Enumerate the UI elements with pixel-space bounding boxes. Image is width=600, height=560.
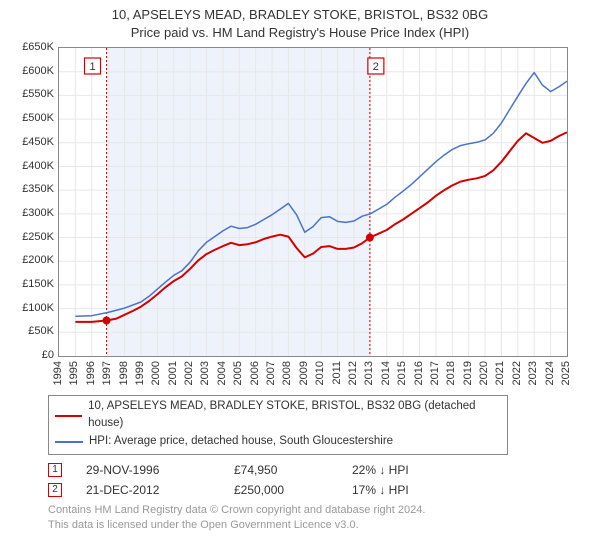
y-axis: £0£50K£100K£150K£200K£250K£300K£350K£400… (10, 47, 58, 357)
x-tick-label: 2000 (150, 361, 162, 385)
footer: Contains HM Land Registry data © Crown c… (48, 503, 590, 533)
chart-titles: 10, APSELEYS MEAD, BRADLEY STOKE, BRISTO… (10, 6, 590, 41)
legend-item: HPI: Average price, detached house, Sout… (55, 433, 501, 450)
y-tick-label: £50K (10, 325, 54, 337)
legend-label: 10, APSELEYS MEAD, BRADLEY STOKE, BRISTO… (88, 398, 501, 433)
x-tick-label: 1995 (68, 361, 80, 385)
y-tick-label: £400K (10, 160, 54, 172)
y-tick-label: £650K (10, 41, 54, 53)
x-tick-label: 2020 (478, 361, 490, 385)
x-tick-label: 2003 (199, 361, 211, 385)
y-tick-label: £500K (10, 112, 54, 124)
x-tick-label: 2018 (445, 361, 457, 385)
x-tick-label: 2019 (462, 361, 474, 385)
x-tick-label: 2004 (216, 361, 228, 385)
sale-row: 2 21-DEC-2012 £250,000 17% ↓ HPI (48, 483, 588, 497)
legend-swatch (55, 441, 83, 443)
x-tick-label: 2011 (331, 361, 343, 385)
y-tick-label: £450K (10, 136, 54, 148)
sale-date: 29-NOV-1996 (86, 463, 226, 477)
sale-price: £74,950 (234, 463, 344, 477)
legend-swatch (55, 415, 82, 417)
sale-price: £250,000 (234, 483, 344, 497)
x-tick-label: 1999 (134, 361, 146, 385)
x-tick-label: 2021 (494, 361, 506, 385)
x-tick-label: 2008 (281, 361, 293, 385)
x-tick-label: 2001 (167, 361, 179, 385)
x-tick-label: 2013 (363, 361, 375, 385)
y-tick-label: £350K (10, 183, 54, 195)
sale-marker-badge: 2 (368, 58, 384, 74)
x-tick-label: 2005 (232, 361, 244, 385)
x-tick-label: 2023 (527, 361, 539, 385)
sale-row: 1 29-NOV-1996 £74,950 22% ↓ HPI (48, 463, 588, 477)
x-tick-label: 2010 (314, 361, 326, 385)
x-tick-label: 2006 (249, 361, 261, 385)
y-tick-label: £150K (10, 278, 54, 290)
y-tick-label: £200K (10, 254, 54, 266)
x-tick-label: 2022 (511, 361, 523, 385)
footer-line2: This data is licensed under the Open Gov… (48, 518, 590, 533)
x-tick-label: 2012 (347, 361, 359, 385)
chart-area: £0 £50K £100K £150K £200K £250K £300K £350K £400… (10, 47, 570, 387)
title-address: 10, APSELEYS MEAD, BRADLEY STOKE, BRISTO… (10, 6, 590, 24)
legend: 10, APSELEYS MEAD, BRADLEY STOKE, BRISTO… (48, 395, 508, 455)
x-tick-label: 2016 (413, 361, 425, 385)
x-tick-label: 1998 (118, 361, 130, 385)
x-tick-label: 2009 (298, 361, 310, 385)
y-tick-label: £600K (10, 65, 54, 77)
x-axis: 1994199519961997199819992000200120022003… (58, 357, 568, 387)
x-tick-label: 2002 (183, 361, 195, 385)
y-tick-label: £250K (10, 231, 54, 243)
plot-svg: 12 (59, 48, 567, 356)
title-subtitle: Price paid vs. HM Land Registry's House … (10, 24, 590, 42)
x-tick-label: 2015 (396, 361, 408, 385)
x-tick-label: 2024 (544, 361, 556, 385)
plot: 12 (58, 47, 568, 357)
footer-line1: Contains HM Land Registry data © Crown c… (48, 503, 590, 518)
x-tick-label: 2014 (380, 361, 392, 385)
x-tick-label: 2007 (265, 361, 277, 385)
x-tick-label: 1994 (52, 361, 64, 385)
y-tick-label: £300K (10, 207, 54, 219)
sale-marker-badge: 1 (85, 58, 101, 74)
sale-marker-dot (366, 234, 374, 242)
y-tick-label: £550K (10, 88, 54, 100)
legend-label: HPI: Average price, detached house, Sout… (89, 433, 393, 450)
x-tick-label: 1997 (101, 361, 113, 385)
svg-text:2: 2 (373, 61, 379, 73)
sale-marker-dot (103, 317, 111, 325)
sales-list: 1 29-NOV-1996 £74,950 22% ↓ HPI 2 21-DEC-2012… (48, 463, 588, 497)
sale-date: 21-DEC-2012 (86, 483, 226, 497)
legend-item: 10, APSELEYS MEAD, BRADLEY STOKE, BRISTO… (55, 398, 501, 433)
sale-delta: 17% ↓ HPI (352, 483, 502, 497)
x-tick-label: 1996 (85, 361, 97, 385)
y-tick-label: £0 (10, 349, 54, 361)
y-tick-label: £100K (10, 302, 54, 314)
x-tick-label: 2025 (560, 361, 572, 385)
sale-delta: 22% ↓ HPI (352, 463, 502, 477)
x-tick-label: 2017 (429, 361, 441, 385)
svg-text:1: 1 (89, 61, 95, 73)
sale-badge: 2 (48, 483, 62, 497)
sale-badge: 1 (48, 463, 62, 477)
